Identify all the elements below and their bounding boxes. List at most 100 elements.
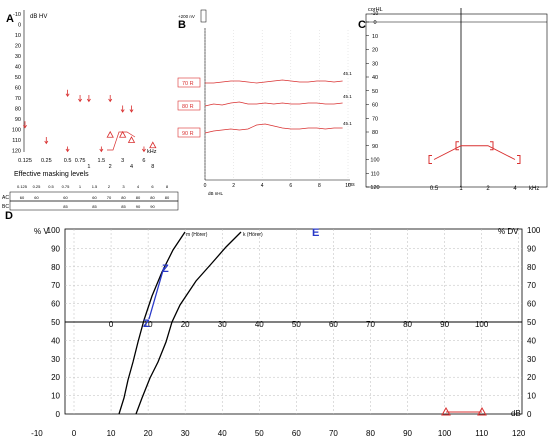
panel-a-x-tick: 1 [87,164,90,170]
no-response-marker [99,148,104,153]
ac-masked-marker [78,98,82,103]
bc-masked-marker [106,130,114,138]
trace-level-label: 80 R [182,104,194,110]
masking-freq-header: 1 [79,184,82,189]
panel-d-y-tick-right: 70 [527,281,536,290]
masking-value: 85 [92,204,97,209]
panel-d-y-tick-right: 90 [527,244,536,253]
panel-a-x-tick: 1.5 [98,158,106,164]
panel-c-bc-line [433,145,516,160]
panel-d-inner-tick: 50 [292,320,301,329]
masking-value: 80 [136,195,141,200]
trace-value-label: 45.1 [343,94,352,99]
trace-value-label: 45.1 [343,71,352,76]
panel-d-x-tick: 90 [403,429,412,438]
panel-d-y-tick-left: 50 [51,318,60,327]
masking-value: 60 [20,195,25,200]
panel-a-y-tick: 50 [15,75,21,81]
panel-c-audiogram: corHL -10 0 10 20 30 40 50 60 70 80 90 100 110 120 0… [365,7,548,192]
bc-bracket-marker [490,141,494,151]
panel-d-y-tick-left: 30 [51,355,60,364]
panel-d-right-unit: % DV [498,227,519,236]
panel-d-x-tick: 100 [438,429,452,438]
panel-c-y-tick: 80 [372,130,378,136]
panel-a-x-tick: 0.25 [41,158,52,164]
masking-bc-box [9,200,179,211]
marker-e: E [312,227,319,239]
panel-d-inner-tick: 100 [475,320,489,329]
panel-d-x-tick: 80 [366,429,375,438]
panel-c-y-tick: 100 [370,158,379,164]
curve-label-m: m (Hörer) [186,232,208,238]
panel-a-label: A [6,13,14,25]
panel-d-y-tick-left: 20 [51,373,60,382]
panel-d-y-tick-left: 60 [51,300,60,309]
panel-a-bc-line [107,131,136,151]
marker-z-lower: Z [143,318,150,330]
panel-b-scale-label: +200 nV [178,14,195,19]
trace-value-label: 45.1 [343,121,352,126]
masking-freq-header: 3 [122,184,125,189]
masking-value: 85 [121,204,126,209]
panel-d-inner-tick: 0 [109,320,114,329]
panel-d-x-tick: 50 [255,429,264,438]
panel-b-x-tick: 4 [261,183,264,189]
panel-d-inner-tick: 90 [440,320,449,329]
panel-d-y-tick-right: 30 [527,355,536,364]
no-response-marker [142,148,146,153]
panel-d-x-tick: 30 [181,429,190,438]
panel-c-y-tick: 20 [372,48,378,54]
panel-c-y-tick: 90 [372,144,378,150]
panel-c-y-tick: 0 [373,20,376,26]
curve-k-hoerer [135,231,242,415]
abr-trace [204,101,343,107]
panel-d-label: D [5,210,13,222]
panel-a-y-unit: dB HV [30,14,47,20]
bc-masked-marker [127,136,136,143]
panel-d-inner-tick: 20 [181,320,190,329]
panel-b-x-unit: ms [348,182,355,188]
panel-a-x-tick: 0.125 [18,158,32,164]
panel-d-y-tick-left: 40 [51,336,60,345]
panel-b-abr: +200 nV 0 2 4 6 8 10 70 R 45.1 80 R 45.1 90 R 45.1… [177,9,355,196]
panel-a-audiogram: dB HV -10 0 10 20 30 40 50 60 70 80 90 100 110 120 0.… [2,10,179,211]
masking-value: 90 [136,204,141,209]
panel-a-y-tick: 100 [12,128,21,134]
panel-a-x-tick: 2 [109,164,112,170]
masking-freq-header: 4 [137,184,140,189]
panel-d-x-tick: 10 [107,429,116,438]
panel-a-y-tick: 90 [15,117,21,123]
panel-d-x-tick: 40 [218,429,227,438]
panel-d-x-tick: 120 [512,429,526,438]
panel-d-y-tick-right: 100 [527,226,541,235]
panel-a-y-tick: 20 [15,44,21,50]
masking-freq-header: 0.25 [33,184,42,189]
panel-d-y-tick-left: 70 [51,281,60,290]
panel-c-x-unit: kHz [529,186,539,192]
panel-d-inner-tick: 10 [144,320,153,329]
panel-a-y-tick: 120 [12,149,21,155]
panel-d-y-tick-right: 50 [527,318,536,327]
trace-level-label: 70 R [182,81,194,87]
panel-a-y-tick: 0 [18,23,21,29]
panel-b-scale-bar [200,9,207,23]
bc-bracket-marker [428,155,432,164]
panel-c-y-tick: 60 [372,103,378,109]
red-triangle-right [477,406,487,416]
masking-value: 60 [34,195,39,200]
masking-value: 90 [150,204,155,209]
panel-d-y-tick-left: 10 [51,392,60,401]
masking-freq-header: 2 [108,184,111,189]
bc-masked-marker [149,141,157,149]
panel-d-x-tick: 110 [475,429,488,438]
panel-b-y-label: dB nHL [208,191,224,196]
panel-a-x-tick: 6 [142,158,145,164]
trace-level-box [177,127,201,138]
abr-trace [204,123,343,134]
panel-b-x-tick: 10 [345,183,351,189]
panel-a-y-tick: 70 [15,96,21,102]
bc-bracket-marker [455,141,459,151]
panel-c-x-tick: 0.5 [430,186,439,192]
